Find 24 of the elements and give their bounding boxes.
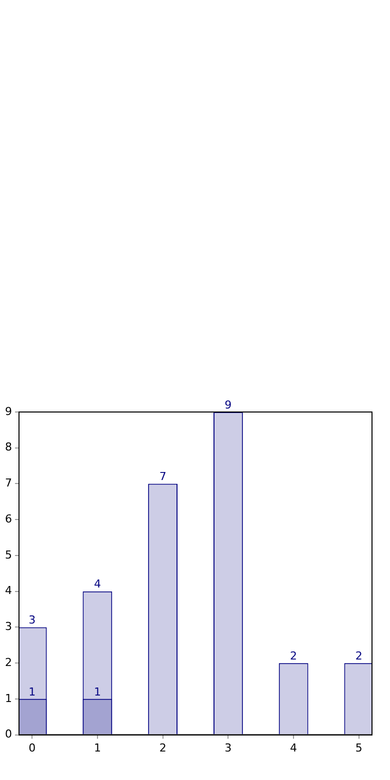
y-tick-label: 7 xyxy=(5,476,12,490)
y-tick-label: 0 xyxy=(5,728,12,741)
data-label: 4 xyxy=(94,578,101,591)
x-tick-label: 1 xyxy=(94,741,101,754)
y-tick-label: 5 xyxy=(5,548,12,562)
x-tick-label: 3 xyxy=(224,741,232,754)
x-tick-label: 5 xyxy=(355,741,362,754)
data-label: 9 xyxy=(224,398,232,412)
data-label: 2 xyxy=(290,649,298,662)
data-label: 1 xyxy=(94,685,101,698)
data-label: 2 xyxy=(355,649,362,662)
y-tick-label: 1 xyxy=(5,692,12,705)
data-label: 3 xyxy=(28,614,36,627)
y-tick-label: 2 xyxy=(5,656,12,669)
x-tick-label: 2 xyxy=(159,741,166,754)
y-tick-label: 9 xyxy=(5,404,12,418)
x-tick-label: 0 xyxy=(28,741,36,754)
data-label: 7 xyxy=(159,470,166,484)
y-tick-label: 3 xyxy=(5,620,12,634)
y-tick-label: 8 xyxy=(5,440,12,454)
data-label: 1 xyxy=(28,685,36,698)
x-tick-label: 4 xyxy=(290,741,298,754)
y-tick-label: 4 xyxy=(5,584,12,598)
y-tick-label: 6 xyxy=(5,512,12,526)
